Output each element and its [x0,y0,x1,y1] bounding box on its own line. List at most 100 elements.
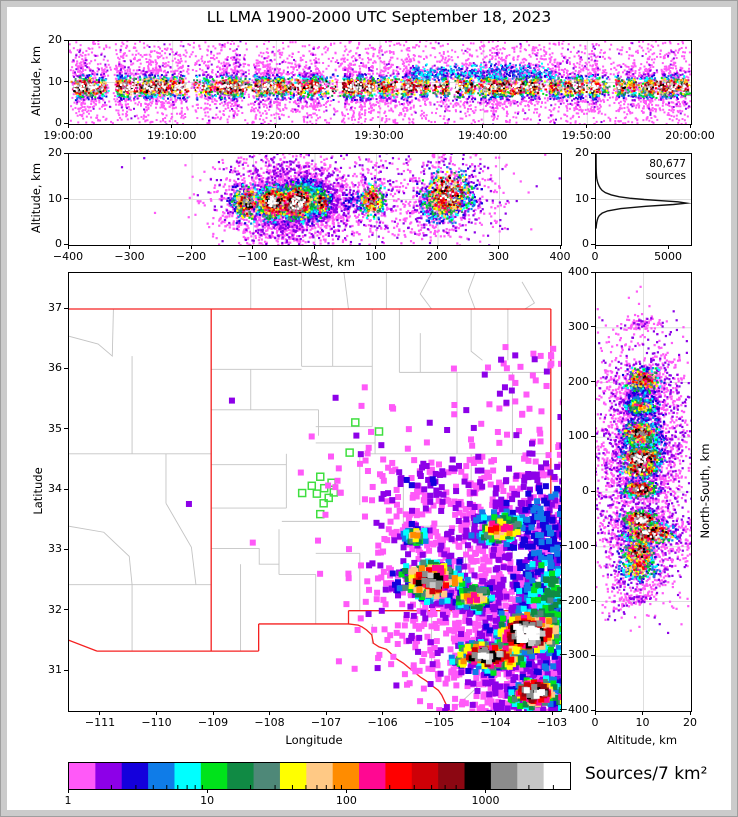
tick-label: 300 [488,250,509,263]
tick-label: −200 [175,250,207,263]
tick-mark [594,711,596,715]
tick-label: 19:40:00 [457,129,508,142]
tick-label: 5000 [654,250,683,263]
tick-mark [591,198,595,199]
tick-label: 19:10:00 [146,129,197,142]
tick-label: −111 [84,716,116,729]
tick-mark [64,488,68,490]
tick-mark [594,245,596,249]
tick-mark [155,711,157,715]
tick-label: 31 [48,663,62,676]
tick-mark [591,600,595,601]
tick-label: 10 [200,794,215,807]
tick-mark [551,711,553,715]
tick-mark [591,152,595,154]
colorbar-label: Sources/7 km² [585,764,708,784]
tick-mark [64,428,68,430]
ns-height-canvas [596,273,691,711]
tick-label: −109 [197,716,229,729]
tick-label: 37 [48,301,62,315]
tick-label: 20 [48,33,62,46]
tick-label: 300 [568,319,589,333]
tick-mark [99,711,101,715]
tick-label: 0 [591,716,599,729]
tick-label: −104 [480,716,511,729]
tick-mark [64,243,68,245]
tick-label: −400 [558,703,589,716]
tick-label: 100 [335,794,357,807]
tick-mark [64,609,68,611]
tick-mark [313,245,315,249]
tick-label: −300 [114,250,145,263]
tick-mark [591,243,595,245]
tick-label: 10 [48,74,62,88]
tick-mark [559,245,561,249]
tick-mark [378,124,380,128]
tick-label: 0 [310,250,318,263]
tick-mark [212,711,214,715]
tick-label: 10 [48,191,62,205]
tick-label: −108 [254,716,285,729]
tick-label: −105 [423,716,455,729]
tick-mark [591,654,595,656]
ew-panel-xlabel: East-West, km [273,255,355,269]
tick-label: 200 [568,374,589,388]
map-xlabel: Longitude [285,733,343,747]
tick-mark [64,307,68,309]
tick-mark [64,39,68,41]
tick-label: 36 [48,361,62,375]
tick-mark [689,124,691,128]
tick-label: 200 [426,250,448,263]
tick-label: 19:20:00 [250,129,301,142]
tick-mark [689,711,691,715]
tick-label: 20 [683,716,697,729]
tick-mark [375,245,376,249]
tick-label: 35 [48,421,62,435]
tick-label: 0 [591,250,599,263]
tick-mark [64,198,68,199]
tick-label: −106 [367,716,398,729]
figure-title: LL LMA 1900-2000 UTC September 18, 2023 [206,8,552,26]
tick-mark [591,271,595,273]
tick-label: 100 [365,250,386,263]
tick-label: 20:00:00 [665,129,715,142]
ns-panel-xlabel: Altitude, km [606,733,678,747]
tick-mark [382,711,384,715]
tick-mark [67,124,69,128]
tick-label: −300 [558,648,589,662]
source-count-annotation: 80,677 sources [645,158,686,182]
ns-panel-ylabel: North-South, km [698,443,712,539]
tick-label: −200 [558,593,589,607]
ew-height-canvas [69,154,561,245]
tick-mark [67,789,69,793]
tick-mark [269,711,271,715]
tick-mark [64,152,68,154]
ew-height-panel [68,153,562,246]
tick-mark [436,245,438,249]
tick-mark [591,326,595,328]
tick-label: 10 [575,191,589,205]
tick-label: −100 [237,250,268,263]
tick-label: −107 [310,716,342,729]
tick-mark [642,711,643,715]
tick-mark [64,81,68,82]
tick-label: 32 [48,602,62,616]
tick-mark [64,548,68,550]
tick-label: 0 [582,237,589,250]
tick-label: −110 [141,716,172,729]
time-height-panel [68,40,692,125]
tick-label: 19:50:00 [561,129,612,142]
tick-label: 10 [635,716,650,729]
tick-label: 33 [48,542,62,556]
tick-mark [252,245,253,249]
tick-mark [591,709,595,711]
tick-mark [591,490,595,492]
tick-label: 19:30:00 [354,129,404,142]
tick-mark [129,245,130,249]
tick-mark [485,789,486,793]
colorbar-canvas [69,763,570,789]
tick-mark [591,435,595,437]
tick-label: 20 [575,146,589,159]
altitude-histogram-canvas [596,154,691,245]
